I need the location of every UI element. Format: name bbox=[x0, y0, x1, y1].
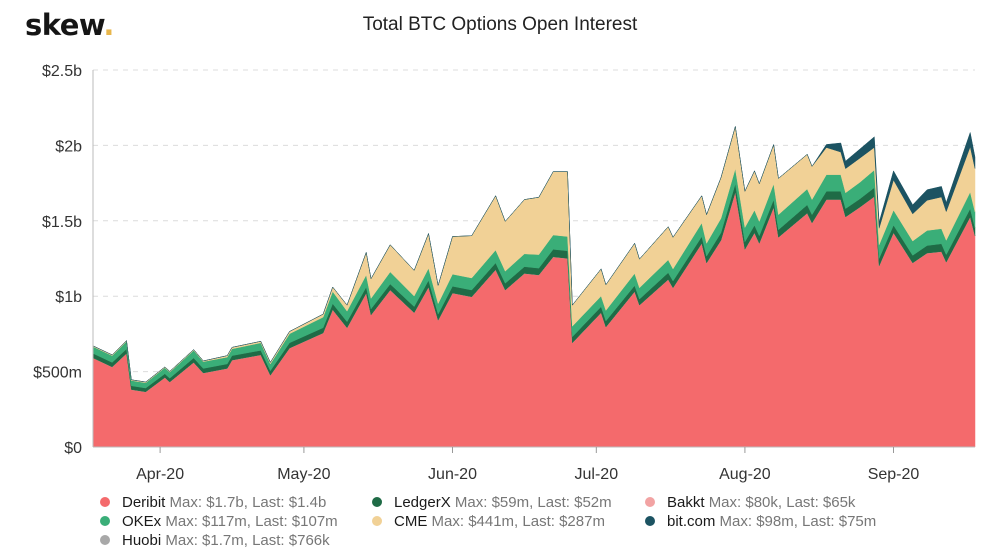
x-tick-label: Jul-20 bbox=[575, 466, 619, 483]
y-tick-label: $0 bbox=[64, 440, 82, 457]
legend-dot-icon bbox=[100, 497, 110, 507]
legend-item-okex[interactable]: OKEx Max: $117m, Last: $107m bbox=[100, 513, 338, 530]
legend-dot-icon bbox=[100, 535, 110, 545]
legend-label: Huobi bbox=[122, 532, 162, 549]
y-tick-label: $2.5b bbox=[42, 63, 82, 80]
legend-dot-icon bbox=[372, 516, 382, 526]
y-tick-label: $1.5b bbox=[42, 214, 82, 231]
x-tick-label: Sep-20 bbox=[868, 466, 920, 483]
legend-item-huobi[interactable]: Huobi Max: $1.7m, Last: $766k bbox=[100, 532, 330, 549]
legend-stats: Max: $98m, Last: $75m bbox=[719, 513, 877, 530]
legend-label: Bakkt bbox=[667, 494, 705, 511]
legend-label: LedgerX bbox=[394, 494, 451, 511]
x-tick-label: Apr-20 bbox=[136, 466, 184, 483]
legend-item-ledgerx[interactable]: LedgerX Max: $59m, Last: $52m bbox=[372, 494, 612, 511]
legend-stats: Max: $80k, Last: $65k bbox=[708, 494, 856, 511]
x-tick-label: Jun-20 bbox=[428, 466, 477, 483]
legend-stats: Max: $1.7b, Last: $1.4b bbox=[169, 494, 327, 511]
legend-label: bit.com bbox=[667, 513, 716, 530]
legend-dot-icon bbox=[645, 516, 655, 526]
x-tick-label: Aug-20 bbox=[719, 466, 771, 483]
x-tick-label: May-20 bbox=[277, 466, 330, 483]
legend-dot-icon bbox=[645, 497, 655, 507]
chart-title: Total BTC Options Open Interest bbox=[362, 14, 638, 35]
legend-item-deribit[interactable]: Deribit Max: $1.7b, Last: $1.4b bbox=[100, 494, 326, 511]
legend-stats: Max: $59m, Last: $52m bbox=[454, 494, 612, 511]
legend-label: OKEx bbox=[122, 513, 162, 530]
legend-stats: Max: $117m, Last: $107m bbox=[165, 513, 338, 530]
legend-dot-icon bbox=[372, 497, 382, 507]
y-tick-label: $2b bbox=[55, 138, 82, 155]
legend-dot-icon bbox=[100, 516, 110, 526]
legend-stats: Max: $441m, Last: $287m bbox=[431, 513, 605, 530]
logo-text: skew bbox=[25, 8, 104, 42]
legend-item-cme[interactable]: CME Max: $441m, Last: $287m bbox=[372, 513, 605, 530]
legend-label: Deribit bbox=[122, 494, 166, 511]
area-bitcom bbox=[92, 126, 976, 383]
y-tick-label: $1b bbox=[55, 289, 82, 306]
legend-item-bakkt[interactable]: Bakkt Max: $80k, Last: $65k bbox=[645, 494, 855, 511]
legend-stats: Max: $1.7m, Last: $766k bbox=[165, 532, 330, 549]
legend-label: CME bbox=[394, 513, 428, 530]
legend-item-bitcom[interactable]: bit.com Max: $98m, Last: $75m bbox=[645, 513, 876, 530]
skew-logo: skew. bbox=[25, 8, 114, 42]
logo-dot: . bbox=[103, 8, 114, 42]
y-tick-label: $500m bbox=[33, 365, 82, 382]
